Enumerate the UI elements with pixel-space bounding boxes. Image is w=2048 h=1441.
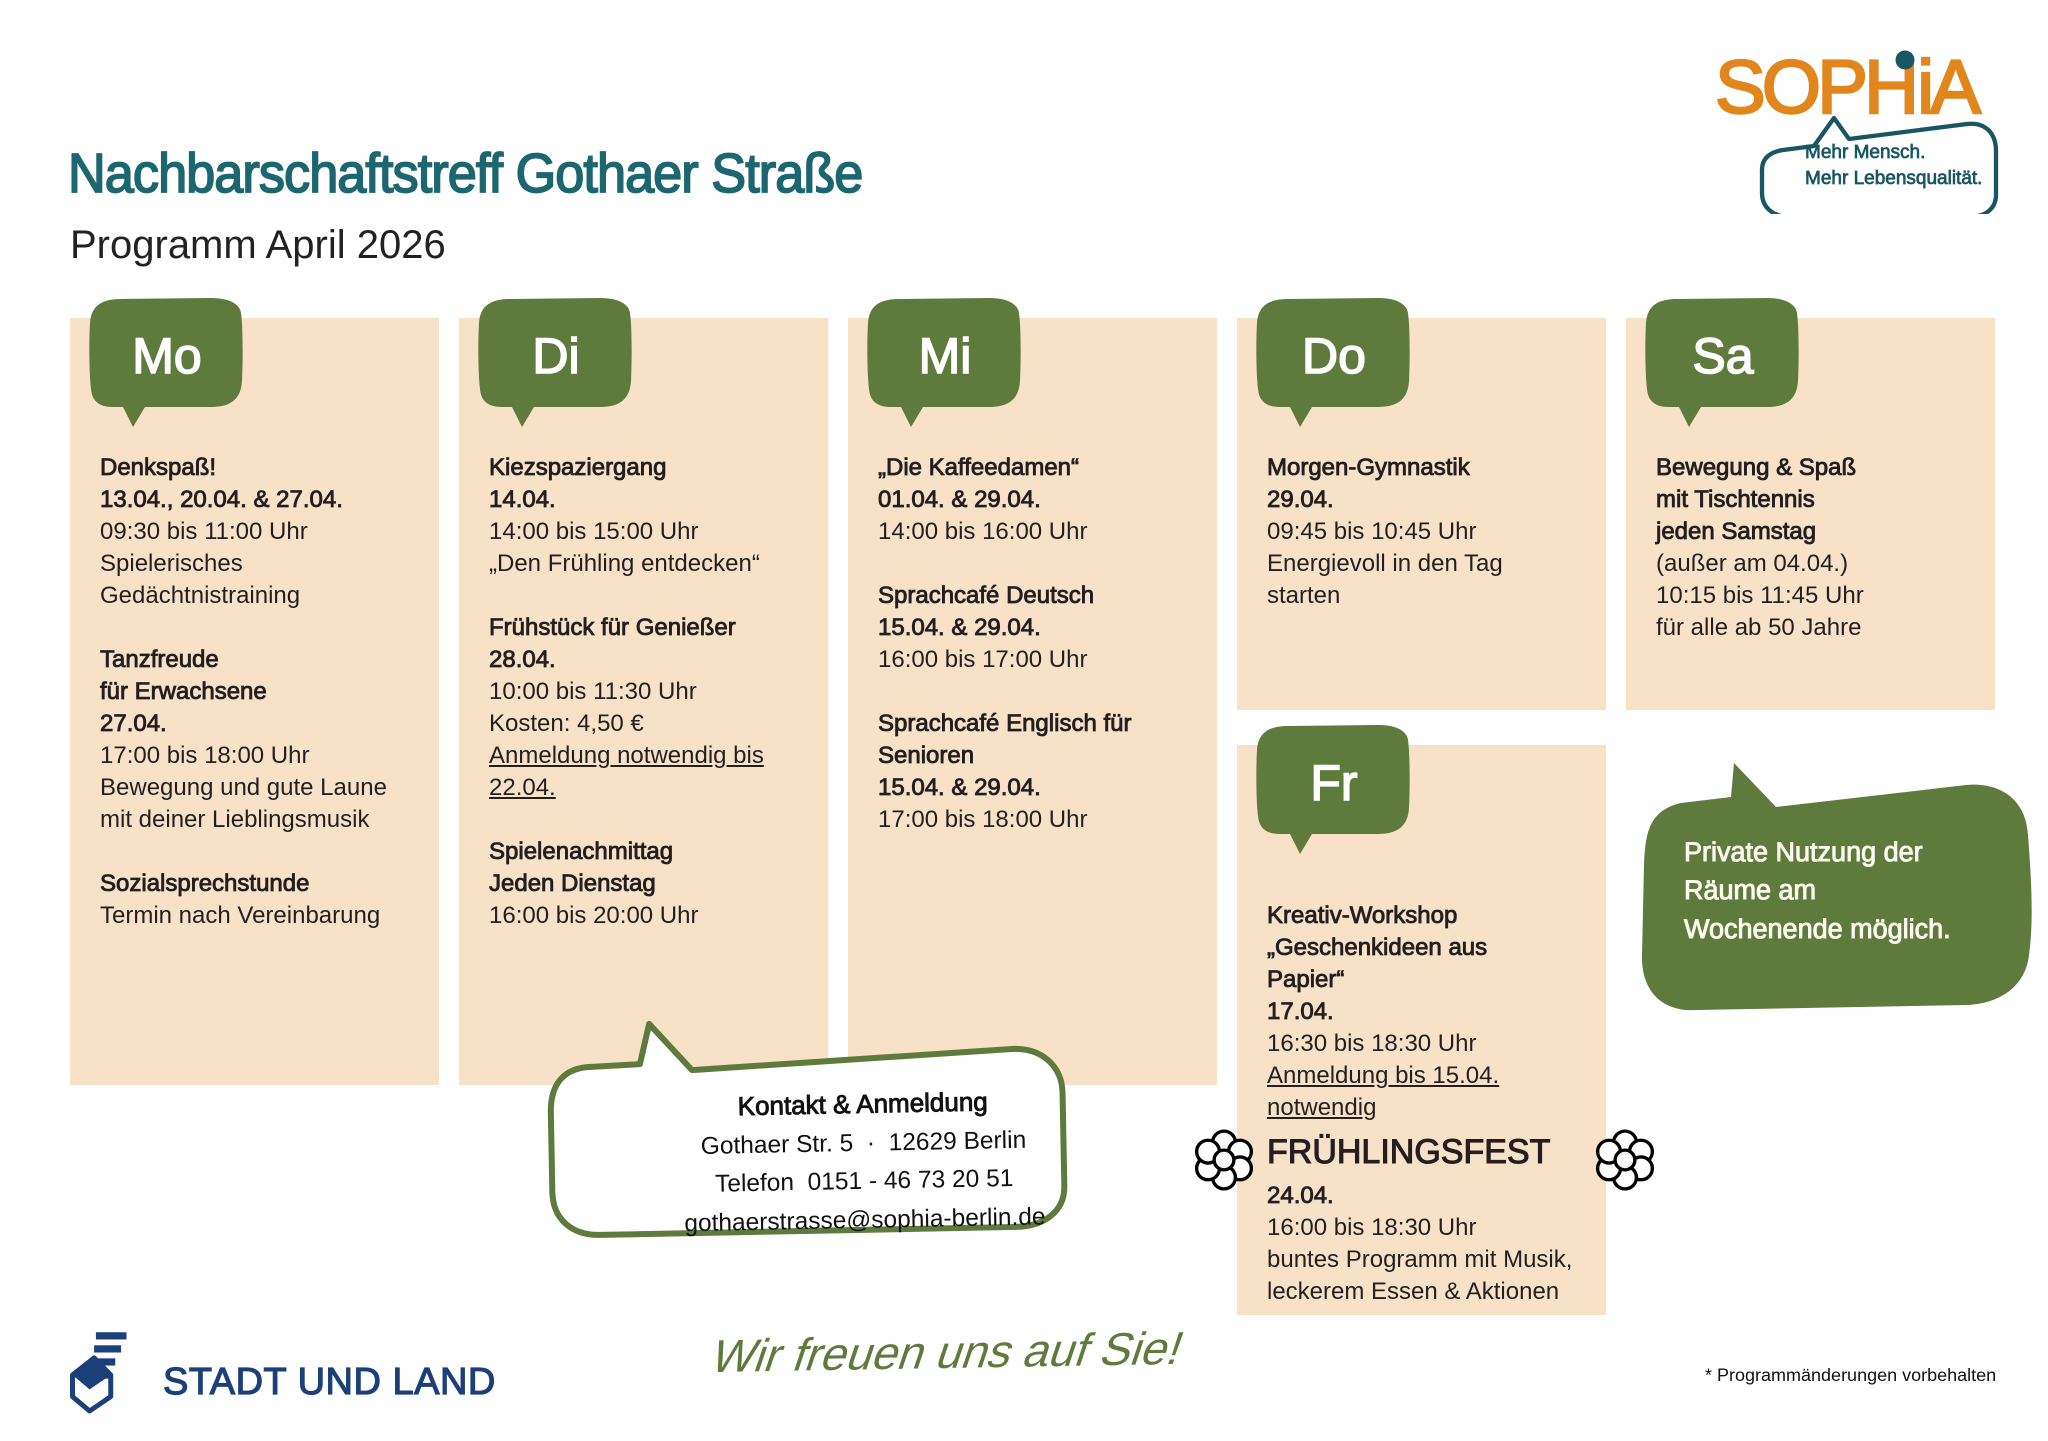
svg-text:Di: Di xyxy=(532,328,579,384)
svg-text:Sa: Sa xyxy=(1692,328,1754,384)
svg-text:Do: Do xyxy=(1302,328,1366,384)
svg-text:Mi: Mi xyxy=(919,328,972,384)
svg-text:Fr: Fr xyxy=(1310,755,1358,811)
svg-text:Mo: Mo xyxy=(132,328,201,384)
